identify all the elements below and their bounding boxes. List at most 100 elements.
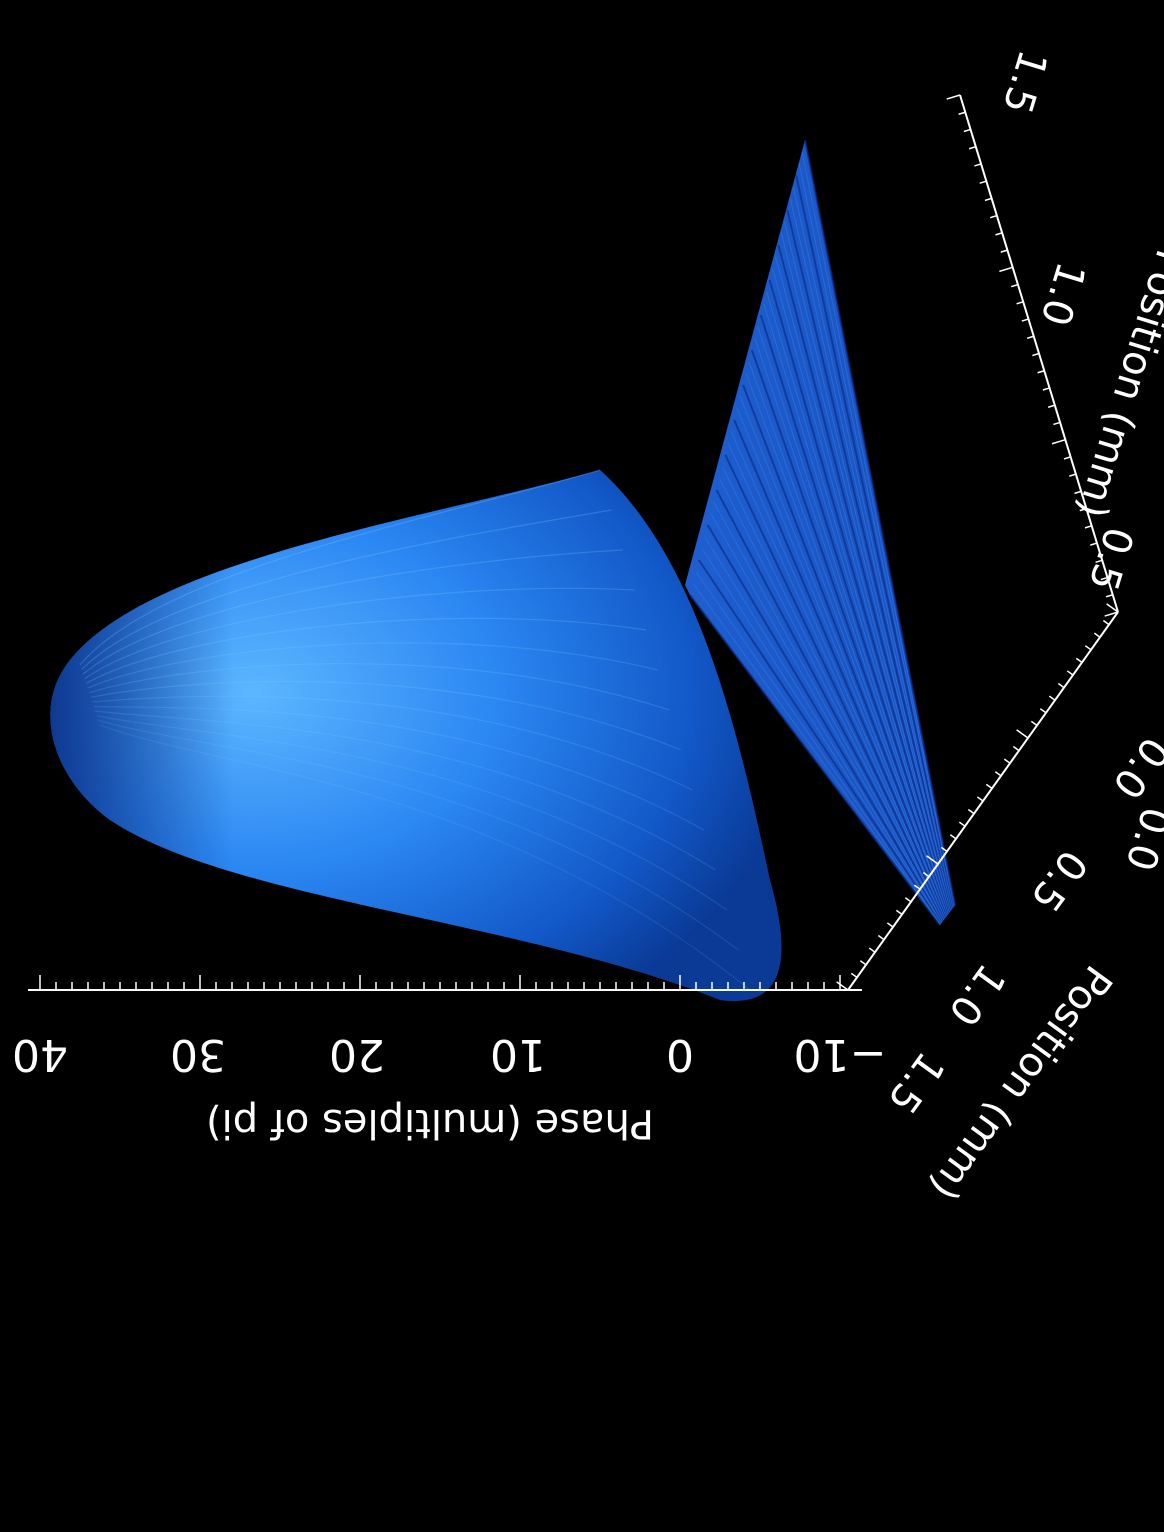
sheet-line (733, 419, 947, 918)
sheet-line (789, 198, 954, 908)
y-tick (1093, 632, 1101, 638)
y-tick (1106, 603, 1119, 613)
y-tick (1048, 695, 1056, 701)
sheet-line (748, 361, 949, 915)
sheet-line (689, 594, 941, 926)
y-tick (926, 855, 939, 865)
x-tick (1047, 404, 1056, 408)
sheet-line (798, 163, 955, 907)
y-tick (967, 808, 975, 815)
sheet-line (763, 303, 951, 913)
x-tick (1051, 438, 1066, 445)
y-tick (904, 897, 912, 903)
sheet-line (719, 478, 945, 921)
y-tick (940, 846, 948, 853)
x-tick (946, 94, 961, 100)
sheet-line (768, 279, 952, 912)
sheet-line (804, 139, 956, 906)
x-tick (1074, 490, 1082, 495)
sheet-line (786, 209, 954, 909)
contour-line (89, 663, 670, 711)
x-tick (979, 180, 987, 184)
sheet-line (739, 396, 948, 917)
contour-line (81, 509, 612, 671)
contour-line (82, 549, 624, 675)
x-tick-label: 1.5 (993, 45, 1056, 119)
x-tick (1000, 249, 1008, 253)
x-tick-label: 0.0 (1116, 802, 1164, 876)
y-tick (1039, 708, 1047, 714)
y-tick (1003, 758, 1011, 764)
contour-line (84, 587, 635, 680)
x-tick (1079, 507, 1087, 512)
y-tick (985, 783, 993, 790)
sheet-line (750, 349, 950, 915)
sheet-line (745, 373, 948, 916)
y-tick (886, 922, 894, 928)
contour-line (85, 617, 647, 684)
sheet-line (715, 489, 945, 921)
x-tick (1090, 542, 1098, 546)
sheet-line (721, 466, 945, 920)
x-tick (1021, 318, 1029, 322)
sheet-line (795, 174, 955, 907)
axis-ticks (39, 94, 1119, 991)
sheet-line (759, 314, 951, 913)
y-tick (922, 871, 930, 878)
x-tick (995, 232, 1003, 236)
x-tick (999, 266, 1013, 273)
y-tick (895, 909, 903, 916)
y-tick (1075, 657, 1083, 664)
z-tick-label: 30 (170, 1029, 226, 1080)
x-tick (1095, 559, 1103, 564)
x-tick (1053, 421, 1061, 426)
sheet-line (736, 408, 947, 917)
sheet-line (701, 548, 942, 924)
sheet-line (754, 338, 949, 914)
y-tick (850, 972, 858, 979)
x-tick (1016, 301, 1024, 305)
y-tick-label: 1.5 (878, 1043, 953, 1122)
z-tick-label: −10 (794, 1029, 887, 1080)
sheet-line (780, 233, 953, 910)
x-tick (1037, 370, 1045, 374)
contour-line (98, 719, 739, 951)
x-tick (1026, 335, 1034, 340)
x-tick-label: 0.5 (1079, 522, 1142, 596)
y-tick (994, 771, 1002, 777)
y-tick (877, 934, 885, 941)
x-tick (958, 111, 966, 115)
sheet-line (792, 186, 954, 908)
x-tick (963, 128, 971, 133)
x-tick (1011, 283, 1019, 288)
sheet-line (713, 501, 944, 922)
surface-peak-rim (50, 470, 782, 1002)
sheet-line (766, 291, 951, 912)
y-tick (868, 947, 876, 953)
x-tick (984, 197, 992, 202)
sheet-line (730, 431, 946, 919)
sheet-line (724, 454, 946, 920)
surface-texture-lines (689, 139, 956, 926)
y-tick (949, 834, 957, 840)
y-tick-label: 0.0 (1103, 728, 1164, 807)
y-tick (1030, 720, 1038, 727)
y-tick (1102, 619, 1110, 626)
contour-line (79, 469, 601, 666)
contour-line (96, 715, 728, 911)
y-tick (1016, 729, 1029, 739)
y-tick (913, 884, 921, 890)
x-tick (974, 163, 982, 167)
contour-line (90, 680, 681, 751)
contour-line (99, 724, 751, 991)
contour-line (95, 710, 716, 871)
y-tick-label: 1.0 (939, 955, 1014, 1034)
z-tick-label: 0 (666, 1029, 694, 1080)
sheet-line (777, 244, 953, 910)
x-tick (1104, 611, 1119, 617)
sheet-line (695, 571, 942, 925)
x-tick (1105, 594, 1113, 598)
z-axis-title: Phase (multiples of pi) (206, 1100, 654, 1146)
x-tick (968, 145, 977, 150)
y-tick-label: 0.5 (1021, 841, 1096, 920)
